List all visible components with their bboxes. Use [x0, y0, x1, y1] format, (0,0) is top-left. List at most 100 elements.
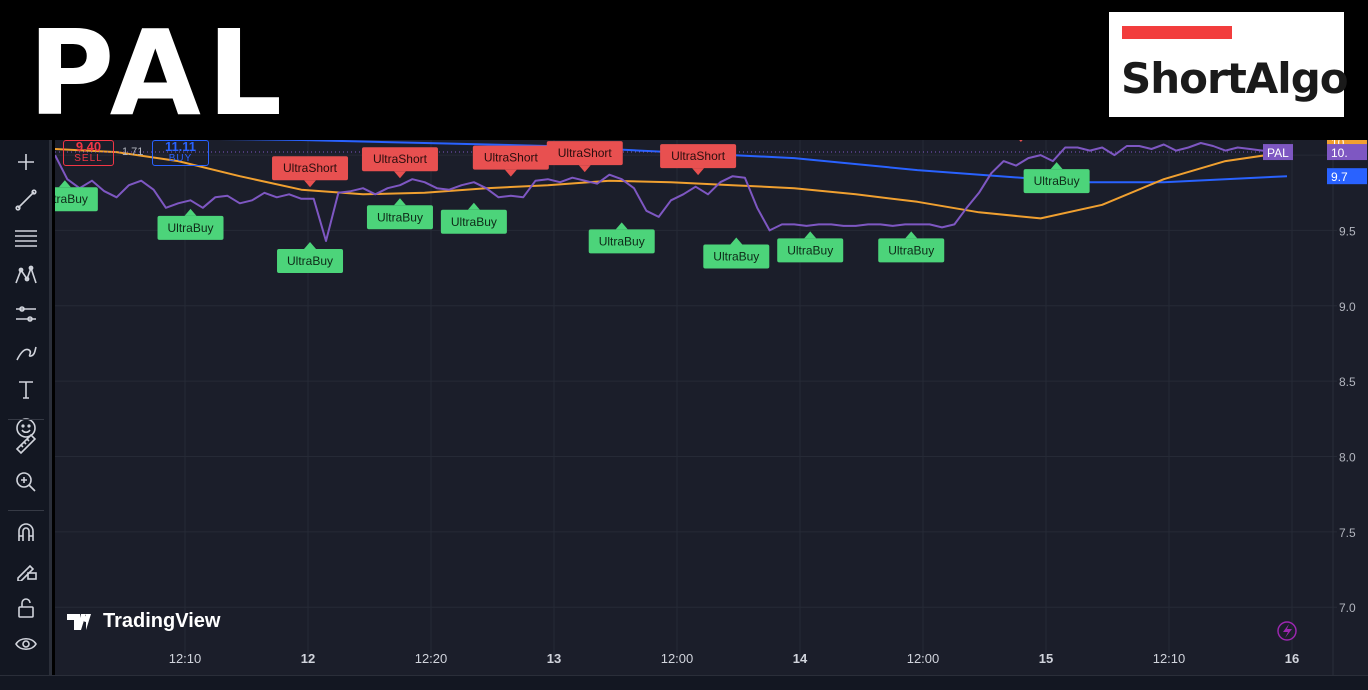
signal-pointer [393, 171, 406, 179]
chart-pane[interactable]: 10.09.59.08.58.07.57.012:101212:201312:0… [55, 140, 1368, 689]
ultrashort-label-bg [546, 141, 623, 166]
y-tick-label: 9.0 [1339, 300, 1356, 314]
ultrabuy-label: UltraBuy [713, 249, 759, 263]
signal-pointer [467, 202, 480, 210]
ultrashort-label-bg [472, 145, 549, 170]
crosshair-icon[interactable] [12, 148, 40, 176]
tradingview-watermark: TradingView [67, 610, 220, 633]
x-tick-label: 12:10 [169, 651, 202, 666]
prediction-icon[interactable] [12, 300, 40, 328]
ultrabuy-label: UltraBuy [451, 215, 497, 229]
series-name-tag: PAL [1267, 146, 1289, 160]
ultrashort-label: UltraShort [484, 151, 539, 165]
signal-pointer [692, 168, 705, 176]
ultrabuy-label-bg [878, 238, 945, 263]
signal-pointer [804, 231, 817, 239]
x-tick-label: 12:20 [415, 651, 448, 666]
toolbar-divider [8, 419, 44, 420]
buy-price: 11.11 [164, 139, 197, 154]
y-tick-label: 7.5 [1339, 526, 1356, 540]
price-chart[interactable]: 10.09.59.08.58.07.57.012:101212:201312:0… [55, 140, 1368, 675]
ultrabuy-label-bg [157, 215, 224, 240]
y-tick-label: 8.0 [1339, 451, 1356, 465]
bottom-toolbar [0, 675, 1368, 690]
spread-value: 1.71 [122, 146, 144, 158]
y-tick-label: 9.5 [1339, 224, 1356, 238]
shortalgo-logo: ShortAlgo [1109, 12, 1349, 117]
signal-pointer [184, 208, 197, 216]
x-tick-label: 13 [547, 651, 561, 666]
x-tick-label: 12:10 [1153, 651, 1186, 666]
signal-pointer [304, 241, 317, 249]
trend-line-icon[interactable] [12, 186, 40, 214]
toolbar-divider [8, 510, 44, 511]
logo-red-bar [1122, 26, 1232, 39]
lightning-icon [1277, 621, 1297, 641]
header-banner: PAL ShortAlgo [0, 0, 1368, 140]
series-line-ma_fast [55, 148, 1288, 220]
ultrabuy-label-bg [703, 244, 770, 269]
sell-label: SELL [74, 153, 103, 164]
ultrashort-label: UltraShort [283, 161, 338, 175]
signal-pointer [1050, 162, 1063, 170]
sell-button[interactable]: 9.40 SELL [63, 140, 114, 166]
pattern-icon[interactable] [12, 262, 40, 290]
ultrabuy-label: UltraBuy [787, 243, 833, 257]
ultrashort-label: UltraShort [558, 146, 613, 160]
logo-text: ShortAlgo [1121, 54, 1349, 103]
drawing-toolbar [0, 140, 52, 689]
ma-slow-last-label-bg [1327, 168, 1367, 185]
ultrabuy-label-bg [277, 248, 344, 273]
x-tick-label: 12 [301, 651, 315, 666]
brush-icon[interactable] [12, 338, 40, 366]
text-icon[interactable] [12, 376, 40, 404]
ruler-icon[interactable] [12, 430, 40, 458]
ticker-symbol: PAL [28, 4, 289, 142]
lightning-bolt-icon [1283, 624, 1292, 638]
signal-pointer [504, 169, 517, 177]
ultrabuy-label: UltraBuy [599, 234, 645, 248]
signal-pointer [905, 231, 918, 239]
signal-pointer [615, 222, 628, 230]
ma-slow-last-label: 9.7 [1331, 170, 1348, 184]
signal-pointer [393, 198, 406, 206]
y-tick-label: 7.0 [1339, 601, 1356, 615]
eye-icon[interactable] [12, 630, 40, 658]
ultrabuy-label-bg [440, 209, 507, 234]
series-line-price [55, 142, 1288, 242]
ultrabuy-label: UltraBuy [377, 210, 423, 224]
lock-drawing-icon[interactable] [12, 556, 40, 584]
x-tick-label: 12:00 [661, 651, 694, 666]
signal-pointer [578, 165, 591, 173]
price-last-label: 10. [1331, 146, 1348, 160]
ultrashort-label-bg [660, 144, 737, 169]
x-tick-label: 16 [1285, 651, 1299, 666]
ultrabuy-label-bg [55, 187, 98, 212]
ultrabuy-label-bg [588, 229, 655, 254]
magnet-icon[interactable] [12, 518, 40, 546]
ultrashort-label-bg [361, 147, 438, 172]
ultrashort-label-bg [272, 156, 349, 181]
ultrabuy-label-bg [777, 238, 844, 263]
buy-label: BUY [168, 153, 193, 164]
buy-button[interactable]: 11.11 BUY [152, 140, 209, 166]
zoom-in-icon[interactable] [12, 468, 40, 496]
sell-price: 9.40 [75, 139, 102, 154]
y-tick-label: 8.5 [1339, 375, 1356, 389]
ultrabuy-label: UltraBuy [888, 243, 934, 257]
ultrabuy-label: UltraBuy [1034, 174, 1080, 188]
ultrabuy-label: UltraBuy [287, 254, 333, 268]
signal-pointer [730, 237, 743, 245]
fib-retracement-icon[interactable] [12, 224, 40, 252]
ultrabuy-label-bg [1023, 169, 1090, 194]
price-last-label-bg [1327, 144, 1367, 161]
lock-icon[interactable] [12, 594, 40, 622]
ultrabuy-label: UltraBuy [55, 192, 88, 206]
x-tick-label: 15 [1039, 651, 1053, 666]
signal-pointer [304, 180, 317, 188]
ultrabuy-label: UltraBuy [168, 221, 214, 235]
ultrabuy-label-bg [366, 205, 433, 230]
series-name-tag-bg [1263, 144, 1293, 161]
tradingview-logo-icon [67, 613, 91, 630]
x-tick-label: 14 [793, 651, 808, 666]
